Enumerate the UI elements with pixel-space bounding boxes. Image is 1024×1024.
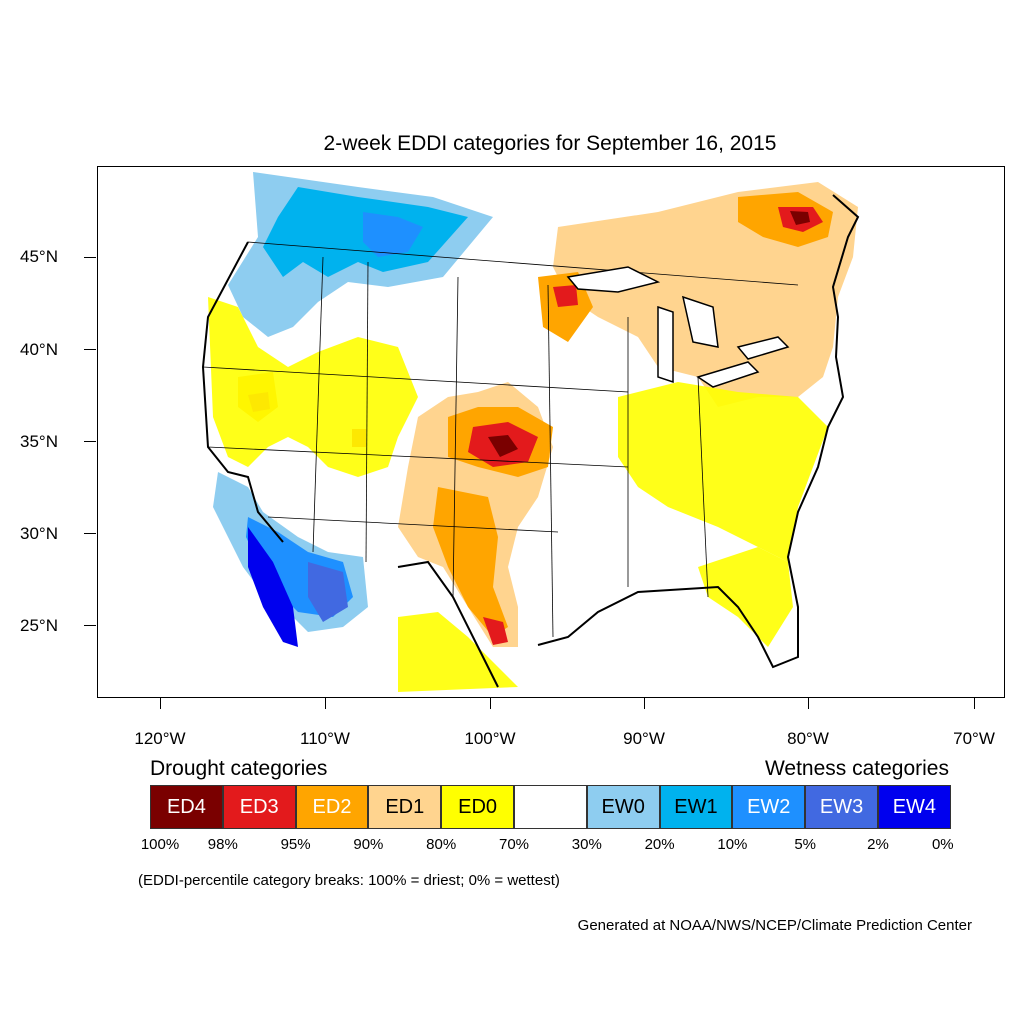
map-plot-area[interactable] <box>97 166 1005 698</box>
lat-label-40: 40°N <box>20 340 58 359</box>
legend-swatch-ew1: EW1 <box>659 785 733 829</box>
legend-break-label: 80% <box>426 836 457 853</box>
legend-break-label: 10% <box>717 836 748 853</box>
legend-swatch-ed1: ED1 <box>368 785 442 829</box>
drought-minnesota-core <box>553 285 578 307</box>
legend-break-label: 100% <box>140 836 180 853</box>
lon-tick <box>490 697 491 709</box>
wet-region-sonora <box>308 562 348 622</box>
great-lakes <box>566 266 790 388</box>
lat-tick <box>84 349 96 350</box>
category-note: (EDDI-percentile category breaks: 100% =… <box>138 872 560 889</box>
coastline <box>201 194 860 688</box>
lat-tick <box>84 441 96 442</box>
drought-categories-heading: Drought categories <box>150 757 328 780</box>
lon-tick <box>325 697 326 709</box>
legend-break-label: 30% <box>571 836 602 853</box>
lat-label-30: 30°N <box>20 524 58 543</box>
lon-label-90: 90°W <box>623 729 665 748</box>
legend-break-label: 95% <box>280 836 311 853</box>
legend-swatch-ew0: EW0 <box>586 785 660 829</box>
state-boundaries <box>202 241 799 638</box>
legend-break-label: 90% <box>353 836 384 853</box>
legend-swatch-normal <box>513 785 587 829</box>
lon-tick <box>644 697 645 709</box>
legend-break-label: 98% <box>207 836 238 853</box>
legend-break-label: 0% <box>931 836 954 853</box>
lon-tick <box>974 697 975 709</box>
lon-label-120: 120°W <box>134 729 186 748</box>
lon-label-80: 80°W <box>787 729 829 748</box>
legend-break-label: 70% <box>498 836 530 853</box>
wet-region-baja <box>248 527 298 647</box>
lon-tick <box>808 697 809 709</box>
lat-label-25: 25°N <box>20 616 58 635</box>
legend-break-label: 2% <box>867 836 889 853</box>
legend-swatch-ed0: ED0 <box>441 785 514 829</box>
drought-ontario-peak <box>790 211 810 225</box>
lat-tick <box>84 257 96 258</box>
drought-kansas-peak <box>488 435 518 457</box>
map-title: 2-week EDDI categories for September 16,… <box>323 132 777 155</box>
dry-band-east <box>618 382 828 562</box>
legend-swatch-ew4: EW4 <box>877 785 951 829</box>
legend-break-label: 20% <box>644 836 675 853</box>
dry-band-gulf <box>698 547 793 647</box>
dry-band-texas-south <box>398 612 518 692</box>
lat-tick <box>84 625 96 626</box>
category-legend-bar: ED4 ED3 ED2 ED1 ED0 EW0 EW1 EW2 EW3 EW4 <box>150 785 951 829</box>
lon-tick <box>160 697 161 709</box>
lon-label-110: 110°W <box>300 729 350 748</box>
legend-swatch-ed2: ED2 <box>295 785 369 829</box>
drought-texas <box>433 487 508 637</box>
lon-label-70: 70°W <box>953 729 995 748</box>
legend-swatch-ed3: ED3 <box>222 785 296 829</box>
lat-label-45: 45°N <box>20 247 58 266</box>
dry-band-west <box>208 297 418 477</box>
wetness-categories-heading: Wetness categories <box>764 757 949 780</box>
drought-texas-core <box>483 617 508 645</box>
lat-label-35: 35°N <box>20 432 58 451</box>
credit-line: Generated at NOAA/NWS/NCEP/Climate Predi… <box>577 917 972 934</box>
eddi-map <box>201 172 860 692</box>
legend-swatch-ed4: ED4 <box>150 785 223 829</box>
legend-swatch-ew3: EW3 <box>805 785 878 829</box>
legend-break-label: 5% <box>794 836 817 853</box>
legend-swatch-ew2: EW2 <box>732 785 806 829</box>
lat-tick <box>84 533 96 534</box>
lon-label-100: 100°W <box>464 729 516 748</box>
wet-region-northwest-deep <box>363 212 423 257</box>
